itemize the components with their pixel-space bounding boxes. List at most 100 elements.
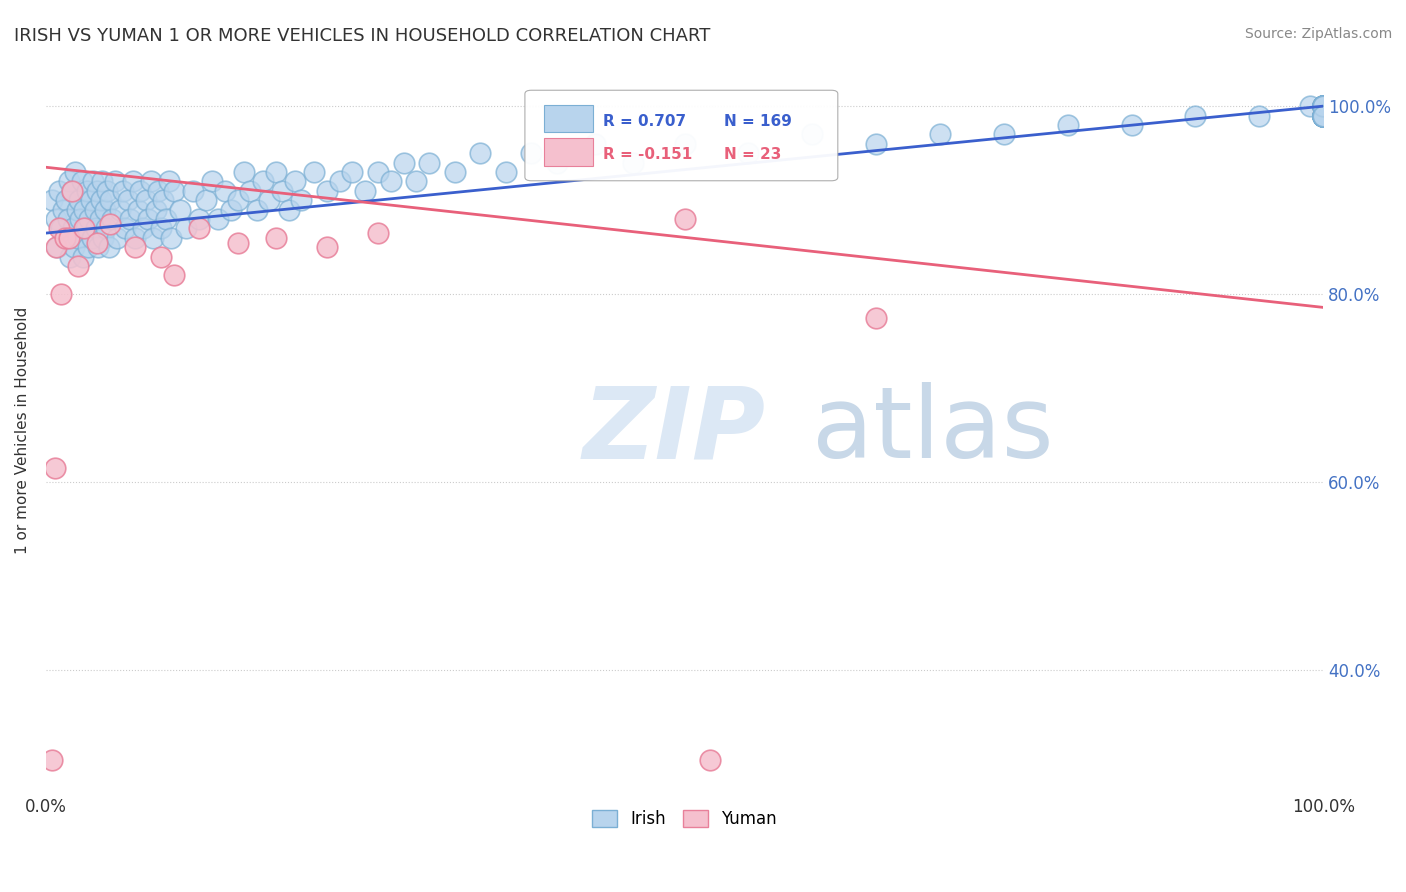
Point <box>1312 99 1334 113</box>
Point <box>1312 109 1334 123</box>
Point <box>121 174 143 188</box>
Point <box>1312 99 1334 113</box>
Point <box>72 250 94 264</box>
Point <box>86 235 108 250</box>
Point <box>53 231 76 245</box>
Point <box>129 184 152 198</box>
Point <box>1312 109 1334 123</box>
Point <box>405 174 427 188</box>
FancyBboxPatch shape <box>524 90 838 181</box>
Point <box>194 193 217 207</box>
Point <box>1312 109 1334 123</box>
Point <box>1312 99 1334 113</box>
Point <box>1312 99 1334 113</box>
FancyBboxPatch shape <box>544 138 592 166</box>
Point <box>77 240 100 254</box>
Text: IRISH VS YUMAN 1 OR MORE VEHICLES IN HOUSEHOLD CORRELATION CHART: IRISH VS YUMAN 1 OR MORE VEHICLES IN HOU… <box>14 27 710 45</box>
Point <box>232 165 254 179</box>
Point <box>1312 99 1334 113</box>
Point <box>93 231 115 245</box>
Point <box>302 165 325 179</box>
Point <box>65 202 87 217</box>
Point <box>865 310 887 325</box>
Point <box>259 193 281 207</box>
Point <box>1312 109 1334 123</box>
Point <box>60 184 83 198</box>
Point <box>623 155 645 169</box>
Point <box>1312 109 1334 123</box>
Point <box>1312 109 1334 123</box>
Point <box>699 753 721 767</box>
Y-axis label: 1 or more Vehicles in Household: 1 or more Vehicles in Household <box>15 307 30 554</box>
Point <box>188 212 211 227</box>
Point <box>93 202 115 217</box>
Point <box>48 221 70 235</box>
Point <box>149 250 172 264</box>
Point <box>201 174 224 188</box>
Point <box>127 202 149 217</box>
Point <box>41 193 63 207</box>
Point <box>1312 109 1334 123</box>
Point <box>62 221 84 235</box>
Point <box>1312 99 1334 113</box>
Point <box>108 202 131 217</box>
Point <box>1312 109 1334 123</box>
Point <box>1312 109 1334 123</box>
Point <box>1312 109 1334 123</box>
Point <box>546 155 568 169</box>
Point <box>252 174 274 188</box>
Point <box>82 174 104 188</box>
Point <box>1312 99 1334 113</box>
Point <box>1312 109 1334 123</box>
Point <box>290 193 312 207</box>
Point <box>1312 99 1334 113</box>
Point <box>1312 109 1334 123</box>
Point <box>63 240 86 254</box>
Point <box>1312 109 1334 123</box>
Point <box>41 753 63 767</box>
Point <box>214 184 236 198</box>
Point <box>801 128 824 142</box>
Point <box>136 212 159 227</box>
Text: ZIP: ZIP <box>582 382 765 479</box>
Point <box>284 174 307 188</box>
Text: R = 0.707: R = 0.707 <box>603 114 686 128</box>
Point <box>45 212 67 227</box>
Point <box>1312 109 1334 123</box>
Point <box>48 184 70 198</box>
Point <box>443 165 465 179</box>
Point <box>277 202 299 217</box>
Point <box>66 231 89 245</box>
Text: N = 23: N = 23 <box>724 147 782 162</box>
Point <box>246 202 269 217</box>
Point <box>367 226 389 240</box>
Point <box>316 184 339 198</box>
Point <box>75 221 97 235</box>
Point <box>929 128 952 142</box>
Point <box>1249 109 1271 123</box>
Point <box>207 212 229 227</box>
Point <box>1312 99 1334 113</box>
Point <box>495 165 517 179</box>
Point <box>98 193 121 207</box>
Point <box>107 231 129 245</box>
Point <box>1312 109 1334 123</box>
Point <box>45 240 67 254</box>
Point <box>84 221 107 235</box>
Point <box>90 193 112 207</box>
Point <box>1299 99 1322 113</box>
Point <box>271 184 294 198</box>
Point <box>152 193 174 207</box>
Legend: Irish, Yuman: Irish, Yuman <box>585 804 783 835</box>
Point <box>176 221 198 235</box>
Point <box>673 212 696 227</box>
Point <box>226 193 249 207</box>
Point <box>1312 109 1334 123</box>
Point <box>1312 99 1334 113</box>
Point <box>87 240 110 254</box>
Point <box>79 193 101 207</box>
Point <box>101 212 124 227</box>
Point <box>1312 99 1334 113</box>
Point <box>380 174 402 188</box>
Point <box>737 146 759 161</box>
